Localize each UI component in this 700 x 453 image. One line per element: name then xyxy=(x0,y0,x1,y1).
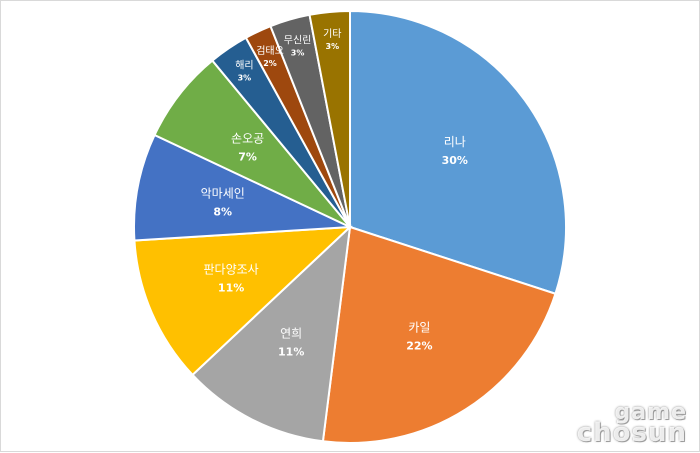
slice-percent-label: 8% xyxy=(213,206,232,219)
slice-name-label: 리나 xyxy=(444,135,466,149)
slice-percent-label: 3% xyxy=(238,74,252,83)
slice-label-4: 악마세인 8% xyxy=(201,187,245,219)
slice-percent-label: 3% xyxy=(291,49,305,58)
slice-name-label: 검태오 xyxy=(256,45,284,57)
slice-name-label: 무신린 xyxy=(284,35,312,47)
slice-percent-label: 3% xyxy=(326,42,340,51)
watermark-logo: game chosun xyxy=(576,400,687,448)
pie-slice-4 xyxy=(133,133,351,242)
slice-label-5: 손오공 7% xyxy=(231,132,264,164)
slice-name-label: 악마세인 xyxy=(201,187,245,201)
slice-percent-label: 7% xyxy=(238,151,257,164)
watermark-line-1: game xyxy=(614,400,687,425)
pie-slice-9 xyxy=(308,9,351,228)
slice-label-8: 무신린 3% xyxy=(284,35,312,58)
pie-slice-2 xyxy=(191,224,352,443)
slice-label-2: 연희 11% xyxy=(278,327,304,359)
slice-label-0: 리나 30% xyxy=(442,135,468,167)
slice-name-label: 기타 xyxy=(323,28,341,40)
pie-slice-1 xyxy=(321,225,557,444)
watermark-line-2: chosun xyxy=(576,418,687,448)
slice-label-6: 해리 3% xyxy=(235,59,253,83)
slice-percent-label: 22% xyxy=(406,339,432,352)
slice-percent-label: 11% xyxy=(218,282,244,295)
slice-percent-label: 30% xyxy=(442,154,468,167)
slice-percent-label: 11% xyxy=(278,346,304,359)
slice-label-7: 검태오 2% xyxy=(256,45,284,68)
pie-slice-0 xyxy=(349,9,567,296)
slice-name-label: 카일 xyxy=(408,320,430,334)
slice-label-9: 기타 3% xyxy=(323,28,341,51)
slice-percent-label: 2% xyxy=(263,59,277,68)
slice-name-label: 판다양조사 xyxy=(203,263,258,277)
slice-label-3: 판다양조사 11% xyxy=(203,263,258,295)
slice-label-1: 카일 22% xyxy=(406,320,432,352)
pie-slice-3 xyxy=(133,225,353,377)
slice-name-label: 손오공 xyxy=(231,132,264,146)
slice-name-label: 연희 xyxy=(280,327,302,341)
slice-name-label: 해리 xyxy=(235,59,253,72)
